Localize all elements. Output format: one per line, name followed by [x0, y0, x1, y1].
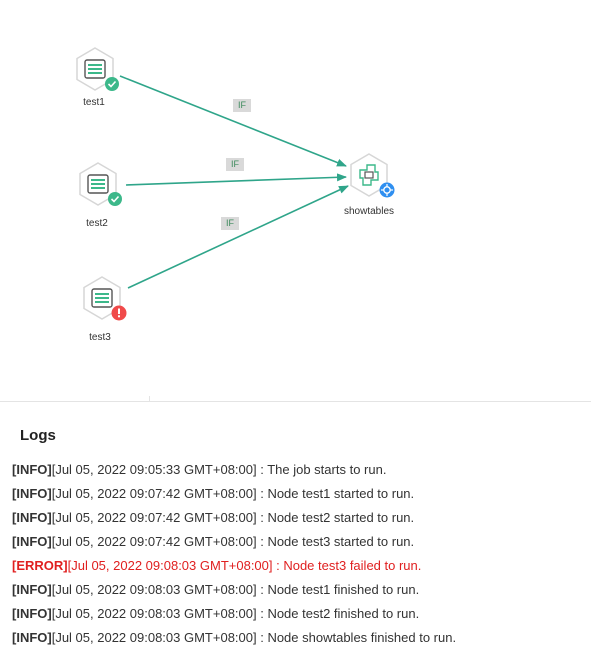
log-message: [Jul 05, 2022 09:07:42 GMT+08:00] : Node… — [51, 510, 415, 525]
log-level: [INFO] — [12, 630, 52, 645]
log-line: [INFO][Jul 05, 2022 09:07:42 GMT+08:00] … — [12, 530, 587, 554]
log-line: [INFO][Jul 05, 2022 09:08:03 GMT+08:00] … — [12, 578, 587, 602]
panel-resize-tick — [149, 396, 150, 401]
edge-label-test1: IF — [233, 99, 251, 112]
running-target-icon — [379, 182, 395, 198]
log-message: [Jul 05, 2022 09:08:03 GMT+08:00] : Node… — [51, 630, 457, 645]
log-message: [Jul 05, 2022 09:08:03 GMT+08:00] : Node… — [51, 606, 420, 621]
workflow-graph — [76, 47, 395, 321]
node-label-test1: test1 — [83, 97, 105, 108]
database-icon — [87, 174, 109, 194]
edge-test1-showtables[interactable] — [119, 75, 347, 167]
log-level: [INFO] — [12, 534, 52, 549]
log-level: [INFO] — [12, 582, 52, 597]
log-line: [INFO][Jul 05, 2022 09:08:03 GMT+08:00] … — [12, 626, 587, 650]
node-label-test3: test3 — [89, 332, 111, 343]
log-line: [INFO][Jul 05, 2022 09:07:42 GMT+08:00] … — [12, 506, 587, 530]
node-label-test2: test2 — [86, 218, 108, 229]
log-message: [Jul 05, 2022 09:08:03 GMT+08:00] : Node… — [67, 558, 422, 573]
log-level: [INFO] — [12, 606, 52, 621]
log-message: [Jul 05, 2022 09:07:42 GMT+08:00] : Node… — [51, 486, 415, 501]
log-line: [INFO][Jul 05, 2022 09:08:03 GMT+08:00] … — [12, 602, 587, 626]
database-icon — [91, 288, 113, 308]
log-level: [INFO] — [12, 486, 52, 501]
log-level: [INFO] — [12, 510, 52, 525]
logs-list: [INFO][Jul 05, 2022 09:05:33 GMT+08:00] … — [12, 458, 587, 650]
edge-test2-showtables[interactable] — [125, 173, 347, 186]
log-level: [INFO] — [12, 462, 52, 477]
edge-label-test2: IF — [226, 158, 244, 171]
panel-divider[interactable] — [0, 401, 591, 402]
node-test3[interactable] — [83, 276, 127, 321]
node-label-showtables: showtables — [343, 206, 395, 217]
logs-title: Logs — [20, 427, 56, 444]
log-message: [Jul 05, 2022 09:08:03 GMT+08:00] : Node… — [51, 582, 420, 597]
workflow-canvas[interactable]: test1 test2 test3 showtables IF IF IF — [0, 0, 591, 400]
error-alert-icon — [111, 305, 127, 321]
log-message: [Jul 05, 2022 09:05:33 GMT+08:00] : The … — [51, 462, 387, 477]
node-test2[interactable] — [79, 162, 122, 206]
script-icon — [359, 164, 379, 186]
node-test1[interactable] — [76, 47, 119, 91]
log-level: [ERROR] — [12, 558, 68, 573]
log-line-error: [ERROR][Jul 05, 2022 09:08:03 GMT+08:00]… — [12, 554, 587, 578]
edge-test3-showtables[interactable] — [127, 185, 349, 289]
node-showtables[interactable] — [350, 153, 395, 198]
database-icon — [84, 59, 106, 79]
success-check-icon — [105, 77, 119, 91]
log-message: [Jul 05, 2022 09:07:42 GMT+08:00] : Node… — [51, 534, 415, 549]
log-line: [INFO][Jul 05, 2022 09:07:42 GMT+08:00] … — [12, 482, 587, 506]
edge-label-test3: IF — [221, 217, 239, 230]
success-check-icon — [108, 192, 122, 206]
log-line: [INFO][Jul 05, 2022 09:05:33 GMT+08:00] … — [12, 458, 587, 482]
